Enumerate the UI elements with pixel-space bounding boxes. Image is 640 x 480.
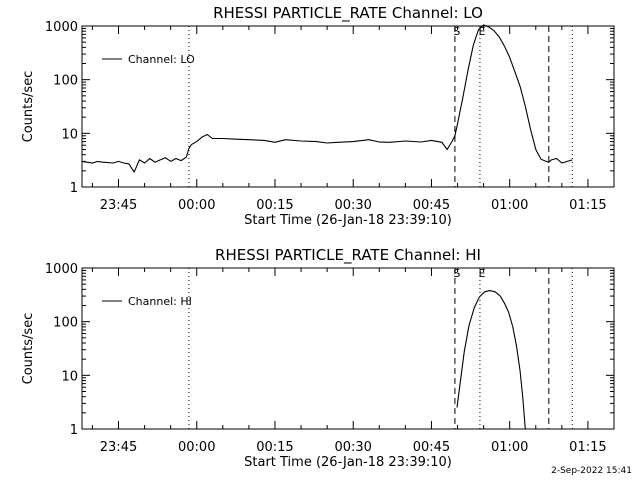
x-tick-label: 01:00: [491, 440, 528, 455]
x-tick-label: 01:15: [569, 440, 606, 455]
x-tick-label: 00:45: [413, 440, 450, 455]
footer-timestamp: 2-Sep-2022 15:41: [551, 466, 632, 476]
series-line: [456, 290, 526, 430]
x-tick-label: 00:15: [256, 440, 293, 455]
x-axis-label: Start Time (26-Jan-18 23:39:10): [244, 213, 452, 228]
x-tick-label: 00:15: [256, 198, 293, 213]
y-tick-label: 100: [53, 74, 78, 89]
time-marker-flag: S: [453, 25, 460, 38]
y-axis-label: Counts/sec: [21, 313, 36, 385]
time-marker-flag: S: [453, 267, 460, 280]
y-tick-label: 1: [70, 181, 78, 196]
y-tick-label: 1000: [45, 20, 78, 35]
series-line: [81, 24, 573, 174]
x-tick-label: 01:15: [569, 198, 606, 213]
chart-panel-lo: RHESSI PARTICLE_RATE Channel: LO 1 10 100 10…: [21, 4, 615, 228]
y-tick-label: 10: [61, 369, 78, 384]
x-tick-label: 23:45: [100, 440, 137, 455]
y-tick-label: 1: [70, 423, 78, 438]
y-tick-label: 100: [53, 316, 78, 331]
time-marker-flag: E: [478, 25, 485, 38]
time-marker-flag: E: [478, 267, 485, 280]
x-axis-label: Start Time (26-Jan-18 23:39:10): [244, 455, 452, 470]
plot-frame: [81, 267, 615, 430]
legend-label: Channel: LO: [128, 53, 195, 66]
y-axis-label: Counts/sec: [21, 71, 36, 143]
y-tick-label: 1000: [45, 262, 78, 277]
chart-title: RHESSI PARTICLE_RATE Channel: LO: [213, 4, 483, 23]
chart-title: RHESSI PARTICLE_RATE Channel: HI: [215, 246, 481, 265]
chart-panel-hi: RHESSI PARTICLE_RATE Channel: HI 1 10 100 10…: [21, 246, 615, 470]
y-tick-label: 10: [61, 127, 78, 142]
x-tick-label: 00:00: [178, 440, 215, 455]
x-tick-label: 23:45: [100, 198, 137, 213]
x-tick-label: 00:30: [334, 198, 371, 213]
plot-frame: [81, 25, 615, 188]
x-tick-label: 00:45: [413, 198, 450, 213]
x-tick-label: 01:00: [491, 198, 528, 213]
x-tick-label: 00:00: [178, 198, 215, 213]
x-tick-label: 00:30: [334, 440, 371, 455]
legend-label: Channel: HI: [128, 295, 192, 308]
